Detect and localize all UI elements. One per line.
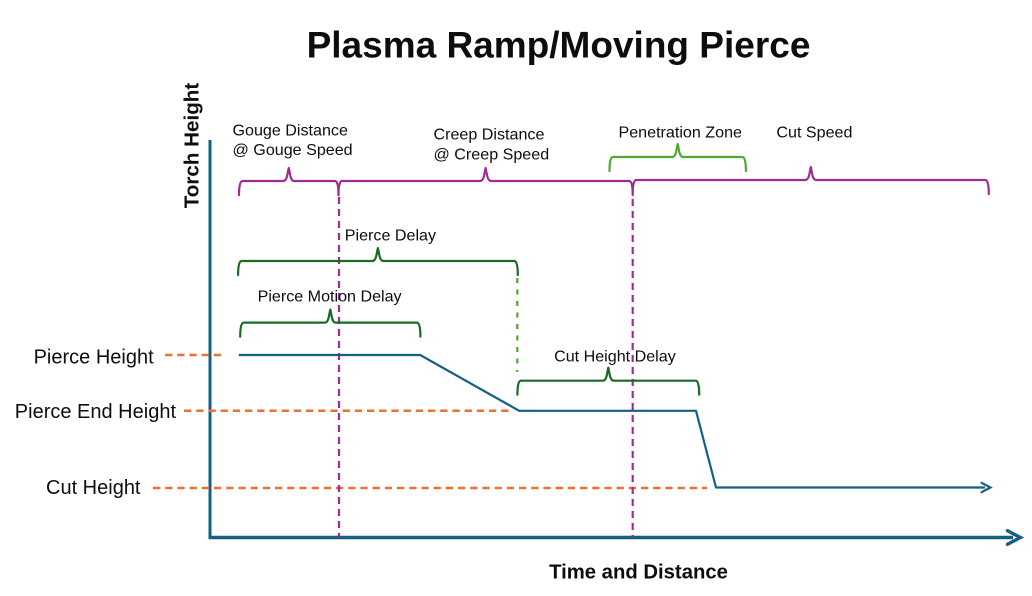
svg-text:Cut Height: Cut Height (46, 477, 141, 499)
svg-text:Plasma Ramp/Moving Pierce: Plasma Ramp/Moving Pierce (307, 25, 811, 66)
svg-text:Cut Speed: Cut Speed (776, 123, 852, 141)
svg-text:Penetration Zone: Penetration Zone (619, 123, 743, 141)
svg-text:Torch Height: Torch Height (181, 83, 204, 209)
svg-text:@ Creep Speed: @ Creep Speed (434, 146, 550, 164)
svg-text:Pierce End Height: Pierce End Height (15, 401, 177, 423)
svg-text:Pierce Delay: Pierce Delay (345, 227, 437, 245)
svg-text:Pierce Height: Pierce Height (34, 347, 155, 369)
svg-text:Creep Distance: Creep Distance (434, 126, 545, 144)
svg-text:Time and Distance: Time and Distance (549, 562, 728, 584)
svg-text:Pierce Motion Delay: Pierce Motion Delay (258, 288, 403, 306)
svg-text:@ Gouge Speed: @ Gouge Speed (233, 141, 353, 159)
svg-text:Gouge Distance: Gouge Distance (233, 121, 348, 139)
svg-text:Cut Height Delay: Cut Height Delay (554, 348, 677, 366)
